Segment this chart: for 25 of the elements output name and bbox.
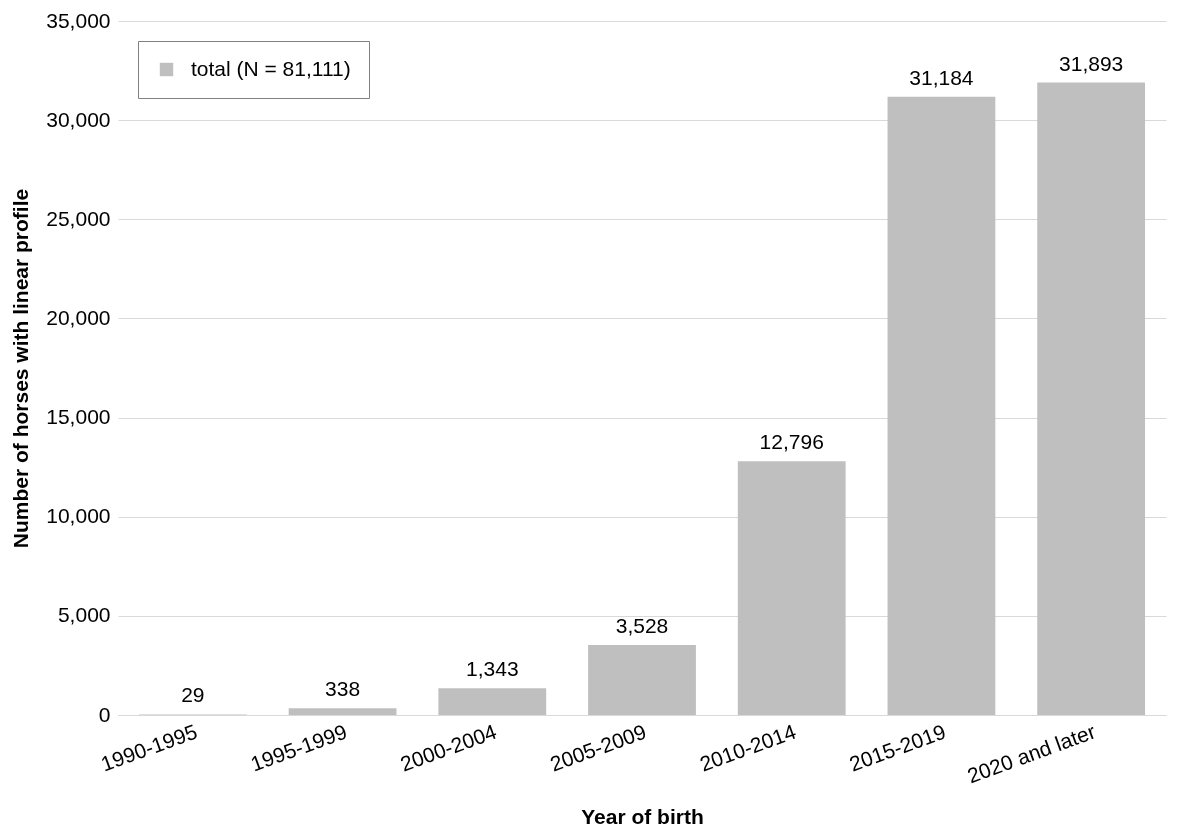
y-tick-label: 35,000 [46, 8, 111, 32]
bar [737, 461, 846, 715]
y-tick-label: 10,000 [46, 504, 111, 528]
bar [588, 645, 696, 715]
data-label: 1,343 [466, 657, 519, 681]
data-label: 338 [325, 677, 361, 701]
legend-label: total (N = 81,111) [191, 56, 351, 80]
bar [1037, 82, 1146, 715]
y-tick-label: 20,000 [46, 305, 111, 329]
data-label: 29 [181, 683, 205, 707]
y-axis-title: Number of horses with linear profile [9, 188, 33, 549]
y-tick-label: 25,000 [46, 206, 111, 230]
bar [438, 688, 547, 715]
y-tick-label: 15,000 [46, 405, 111, 429]
data-label: 3,528 [615, 614, 669, 638]
y-tick-label: 5,000 [57, 603, 111, 627]
x-tick-label: 2020 and later [964, 719, 1099, 788]
y-tick-label: 30,000 [46, 107, 111, 131]
data-label: 12,796 [759, 430, 824, 454]
data-label: 31,893 [1059, 51, 1124, 75]
x-axis-title: Year of birth [581, 805, 704, 829]
data-label: 31,184 [909, 65, 974, 89]
bar [887, 96, 996, 715]
y-tick-label: 0 [98, 702, 111, 726]
bar [288, 708, 397, 715]
